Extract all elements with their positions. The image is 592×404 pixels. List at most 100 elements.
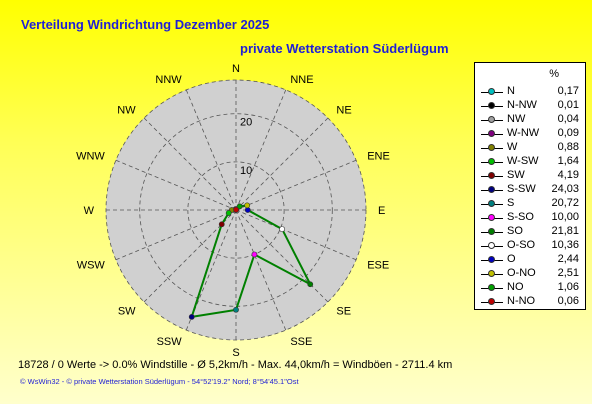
- data-point: [233, 306, 239, 313]
- legend-label: O-NO: [507, 267, 536, 279]
- legend-value: 2,51: [557, 267, 579, 279]
- legend-label: S-SO: [507, 211, 534, 223]
- legend-label: N-NW: [507, 99, 537, 111]
- spoke-line: [115, 159, 237, 211]
- spoke-line: [235, 117, 329, 211]
- legend-value: 10,00: [551, 211, 579, 223]
- direction-label: WSW: [77, 259, 106, 271]
- data-point: [225, 210, 232, 216]
- legend-entry: W-NW 0,09: [475, 127, 585, 141]
- grid-ring: [105, 79, 367, 341]
- legend-entry: S 20,72: [475, 197, 585, 211]
- spoke-line: [115, 209, 237, 261]
- legend-marker: [488, 144, 495, 151]
- direction-label: N: [232, 63, 240, 75]
- direction-label: SE: [336, 305, 351, 317]
- legend-marker: [488, 256, 495, 263]
- legend-label: NO: [507, 281, 524, 293]
- direction-label: NE: [336, 105, 351, 117]
- direction-label: NNW: [155, 74, 182, 86]
- legend-marker: [488, 158, 495, 165]
- spoke-line: [235, 209, 329, 303]
- spoke-line: [235, 209, 357, 261]
- spoke-line: [143, 117, 237, 211]
- direction-label: NW: [117, 105, 136, 117]
- grid-ring: [139, 113, 333, 307]
- legend-entry: O-SO 10,36: [475, 239, 585, 253]
- legend-entry: N-NO 0,06: [475, 295, 585, 309]
- legend-marker: [488, 270, 495, 277]
- spoke-line: [235, 209, 287, 331]
- chart-title: Verteilung Windrichtung Dezember 2025: [21, 17, 270, 32]
- legend-label: W-NW: [507, 127, 540, 139]
- legend-entry: SO 21,81: [475, 225, 585, 239]
- data-point: [188, 313, 195, 320]
- ring-label: 10: [240, 165, 252, 177]
- legend-entry: NO 1,06: [475, 281, 585, 295]
- legend-value: 0,01: [557, 99, 579, 111]
- direction-label: W: [84, 205, 95, 217]
- legend-marker: [488, 228, 495, 235]
- legend-label: SW: [507, 169, 525, 181]
- legend-label: O: [507, 253, 516, 265]
- legend-label: O-SO: [507, 239, 536, 251]
- spoke-line: [235, 89, 287, 211]
- legend-entry: W 0,88: [475, 141, 585, 155]
- legend-marker: [488, 186, 495, 193]
- legend-label: N: [507, 85, 515, 97]
- direction-label: ESE: [367, 259, 389, 271]
- legend-unit: %: [549, 68, 559, 80]
- data-point: [307, 281, 314, 288]
- direction-label: NNE: [290, 74, 313, 86]
- legend-entry: S-SO 10,00: [475, 211, 585, 225]
- legend-value: 0,06: [557, 295, 579, 307]
- legend-entry: N 0,17: [475, 85, 585, 99]
- legend-marker: [488, 214, 495, 221]
- spoke-line: [235, 159, 357, 211]
- statistics-summary: 18728 / 0 Werte -> 0.0% Windstille - Ø 5…: [18, 359, 453, 371]
- direction-label: E: [378, 205, 385, 217]
- data-point: [244, 202, 251, 209]
- legend-value: 1,06: [557, 281, 579, 293]
- grid-ring: [187, 161, 285, 259]
- direction-labels: N NNE NE ENE E ESE SE SSE S SSW SW WSW W WNW NW NNW: [76, 63, 390, 359]
- legend-entry: NW 0,04: [475, 113, 585, 127]
- legend-value: 10,36: [551, 239, 579, 251]
- legend-marker: [488, 102, 495, 109]
- legend-entry: O-NO 2,51: [475, 267, 585, 281]
- legend-entry: O 2,44: [475, 253, 585, 267]
- legend-value: 20,72: [551, 197, 579, 209]
- legend-marker: [488, 284, 495, 291]
- legend-marker: [488, 200, 495, 207]
- ring-label: 20: [240, 117, 252, 129]
- direction-label: SW: [118, 305, 136, 317]
- legend-marker: [488, 242, 495, 249]
- legend-value: 21,81: [551, 225, 579, 237]
- legend-value: 0,88: [557, 141, 579, 153]
- legend-label: S-SW: [507, 183, 536, 195]
- copyright-line: © WsWin32 - © private Wetterstation Süde…: [20, 377, 299, 386]
- legend-marker: [488, 130, 495, 137]
- legend-value: 4,19: [557, 169, 579, 181]
- legend-value: 0,09: [557, 127, 579, 139]
- legend: % N 0,17 N-NW 0,01 NW 0,04 W-NW 0,09 W 0,88 W-SW 1,…: [474, 62, 586, 310]
- direction-label: WNW: [76, 151, 105, 163]
- legend-label: S: [507, 197, 515, 209]
- direction-label: SSE: [290, 336, 312, 348]
- legend-entry: S-SW 24,03: [475, 183, 585, 197]
- wind-series: [188, 202, 314, 320]
- legend-marker: [488, 88, 495, 95]
- legend-label: W: [507, 141, 518, 153]
- legend-entry: W-SW 1,64: [475, 155, 585, 169]
- direction-label: SSW: [157, 336, 183, 348]
- legend-value: 24,03: [551, 183, 579, 195]
- spoke-line: [185, 89, 237, 211]
- legend-marker: [488, 116, 495, 123]
- legend-label: N-NO: [507, 295, 536, 307]
- ring-labels: 10 20: [240, 117, 252, 177]
- legend-entry: N-NW 0,01: [475, 99, 585, 113]
- legend-marker: [488, 172, 495, 179]
- direction-label: ENE: [367, 151, 390, 163]
